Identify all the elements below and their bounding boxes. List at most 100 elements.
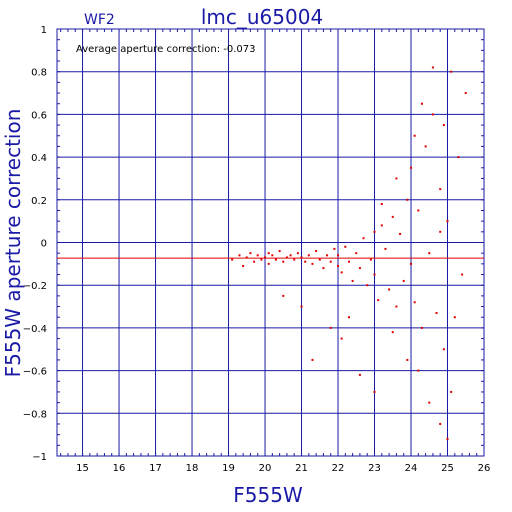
- data-point: [318, 258, 321, 261]
- data-point: [431, 113, 434, 116]
- data-point: [406, 198, 409, 201]
- data-point: [347, 260, 350, 263]
- data-point: [410, 262, 413, 265]
- data-point: [311, 262, 314, 265]
- data-point: [282, 294, 285, 297]
- data-point: [395, 305, 398, 308]
- data-point: [417, 369, 420, 372]
- data-point: [413, 134, 416, 137]
- data-point: [362, 237, 365, 240]
- data-point: [238, 254, 241, 257]
- data-point: [326, 254, 329, 257]
- data-point: [366, 284, 369, 287]
- data-point: [413, 301, 416, 304]
- data-point: [450, 70, 453, 73]
- data-point: [380, 203, 383, 206]
- y-tick-label: 0: [41, 239, 47, 250]
- x-tick-label: 21: [295, 463, 308, 474]
- data-point: [253, 260, 256, 263]
- data-point: [285, 256, 288, 259]
- x-tick-label: 24: [405, 463, 418, 474]
- data-point: [340, 337, 343, 340]
- y-tick-label: −0.2: [23, 281, 47, 292]
- data-point: [355, 252, 358, 255]
- y-tick-label: −0.4: [23, 324, 47, 335]
- y-tick-label: −0.6: [23, 367, 47, 378]
- data-point: [271, 254, 274, 257]
- data-point: [464, 92, 467, 95]
- x-tick-label: 17: [149, 463, 162, 474]
- x-tick-label: 23: [368, 463, 381, 474]
- grid: [56, 28, 485, 457]
- data-point: [439, 188, 442, 191]
- data-point: [380, 224, 383, 227]
- data-point: [395, 177, 398, 180]
- data-points: [231, 66, 467, 440]
- data-point: [333, 247, 336, 250]
- data-point: [435, 311, 438, 314]
- data-point: [428, 252, 431, 255]
- data-point: [358, 267, 361, 270]
- data-point: [446, 220, 449, 223]
- chip-label: WF2: [84, 12, 115, 28]
- data-point: [315, 250, 318, 253]
- data-point: [256, 254, 259, 257]
- data-point: [410, 166, 413, 169]
- data-point: [337, 264, 340, 267]
- data-point: [267, 262, 270, 265]
- data-point: [369, 258, 372, 261]
- data-point: [347, 316, 350, 319]
- data-point: [391, 215, 394, 218]
- data-point: [296, 252, 299, 255]
- x-tick-label: 16: [113, 463, 126, 474]
- data-point: [242, 264, 245, 267]
- data-point: [420, 326, 423, 329]
- data-point: [311, 358, 314, 361]
- data-point: [399, 232, 402, 235]
- data-point: [450, 390, 453, 393]
- data-point: [267, 252, 270, 255]
- tick-labels: 15 16 17 18 19 20 21 22 23 24 25 26 −1 −0.8 −0.6 −0.4 −0…: [23, 25, 491, 474]
- data-point: [373, 273, 376, 276]
- x-tick-label: 19: [222, 463, 235, 474]
- data-point: [358, 373, 361, 376]
- y-tick-label: 0.4: [31, 153, 47, 164]
- y-tick-label: 1: [41, 25, 47, 36]
- data-point: [278, 250, 281, 253]
- data-point: [439, 230, 442, 233]
- data-point: [304, 260, 307, 263]
- data-point: [344, 245, 347, 248]
- data-point: [428, 401, 431, 404]
- data-point: [457, 156, 460, 159]
- data-point: [384, 247, 387, 250]
- y-tick-label: −0.8: [23, 409, 47, 420]
- data-point: [417, 209, 420, 212]
- x-axis-label: F555W: [233, 483, 303, 507]
- x-tick-label: 22: [332, 463, 345, 474]
- chart-title: lmc_u65004: [201, 5, 323, 29]
- data-point: [377, 299, 380, 302]
- data-point: [282, 260, 285, 263]
- data-point: [373, 230, 376, 233]
- x-tick-label: 20: [259, 463, 272, 474]
- data-point: [388, 288, 391, 291]
- y-tick-label: 0.2: [31, 196, 47, 207]
- y-tick-label: −1: [32, 452, 47, 463]
- y-axis-label: F555W aperture correction: [1, 109, 25, 378]
- data-point: [402, 279, 405, 282]
- data-point: [439, 422, 442, 425]
- x-tick-label: 25: [441, 463, 454, 474]
- data-point: [373, 390, 376, 393]
- data-point: [300, 305, 303, 308]
- data-point: [337, 254, 340, 257]
- x-tick-label: 15: [76, 463, 89, 474]
- data-point: [453, 316, 456, 319]
- average-annotation: Average aperture correction: -0.073: [76, 44, 256, 55]
- data-point: [340, 271, 343, 274]
- y-tick-label: 0.6: [31, 110, 47, 121]
- x-tick-label: 18: [186, 463, 199, 474]
- data-point: [391, 331, 394, 334]
- data-point: [351, 279, 354, 282]
- data-point: [322, 267, 325, 270]
- data-point: [329, 260, 332, 263]
